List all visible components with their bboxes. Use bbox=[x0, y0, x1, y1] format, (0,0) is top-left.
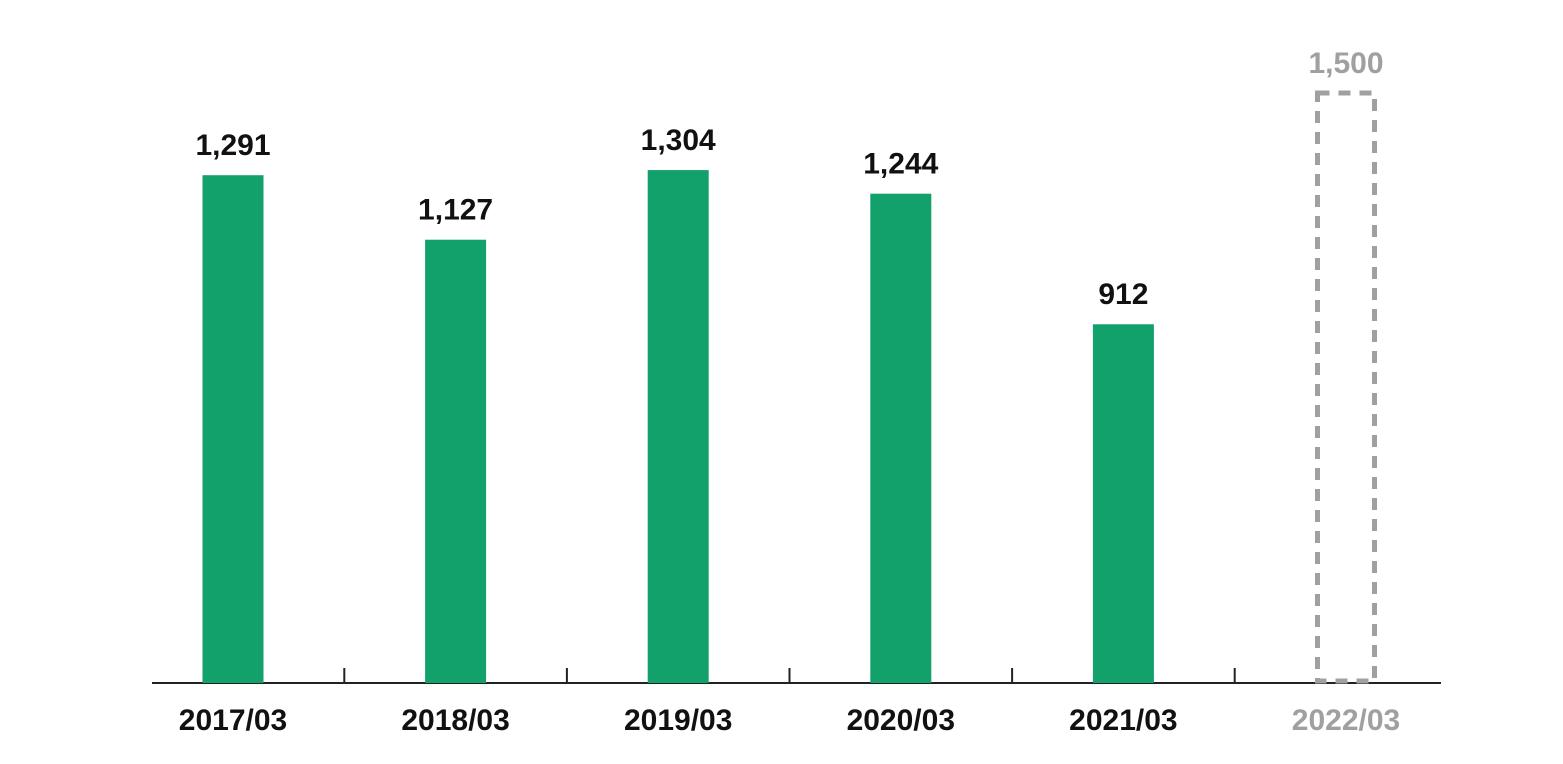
x-tick-label: 2020/03 bbox=[847, 704, 955, 737]
bar bbox=[1092, 324, 1154, 683]
forecast-bar bbox=[1315, 90, 1377, 684]
x-tick-label: 2018/03 bbox=[401, 704, 509, 737]
value-label: 1,500 bbox=[1308, 47, 1383, 80]
value-label: 1,304 bbox=[641, 124, 716, 157]
x-tick-label: 2017/03 bbox=[179, 704, 287, 737]
value-label: 912 bbox=[1098, 278, 1148, 311]
bar bbox=[202, 175, 264, 683]
value-label: 1,127 bbox=[418, 194, 493, 227]
x-tick-label: 2022/03 bbox=[1292, 704, 1400, 737]
bar bbox=[425, 239, 487, 684]
bar bbox=[647, 170, 709, 684]
bar bbox=[870, 193, 932, 683]
value-label: 1,244 bbox=[863, 148, 938, 181]
value-label: 1,291 bbox=[195, 129, 270, 162]
x-tick-label: 2021/03 bbox=[1069, 704, 1177, 737]
x-tick-label: 2019/03 bbox=[624, 704, 732, 737]
